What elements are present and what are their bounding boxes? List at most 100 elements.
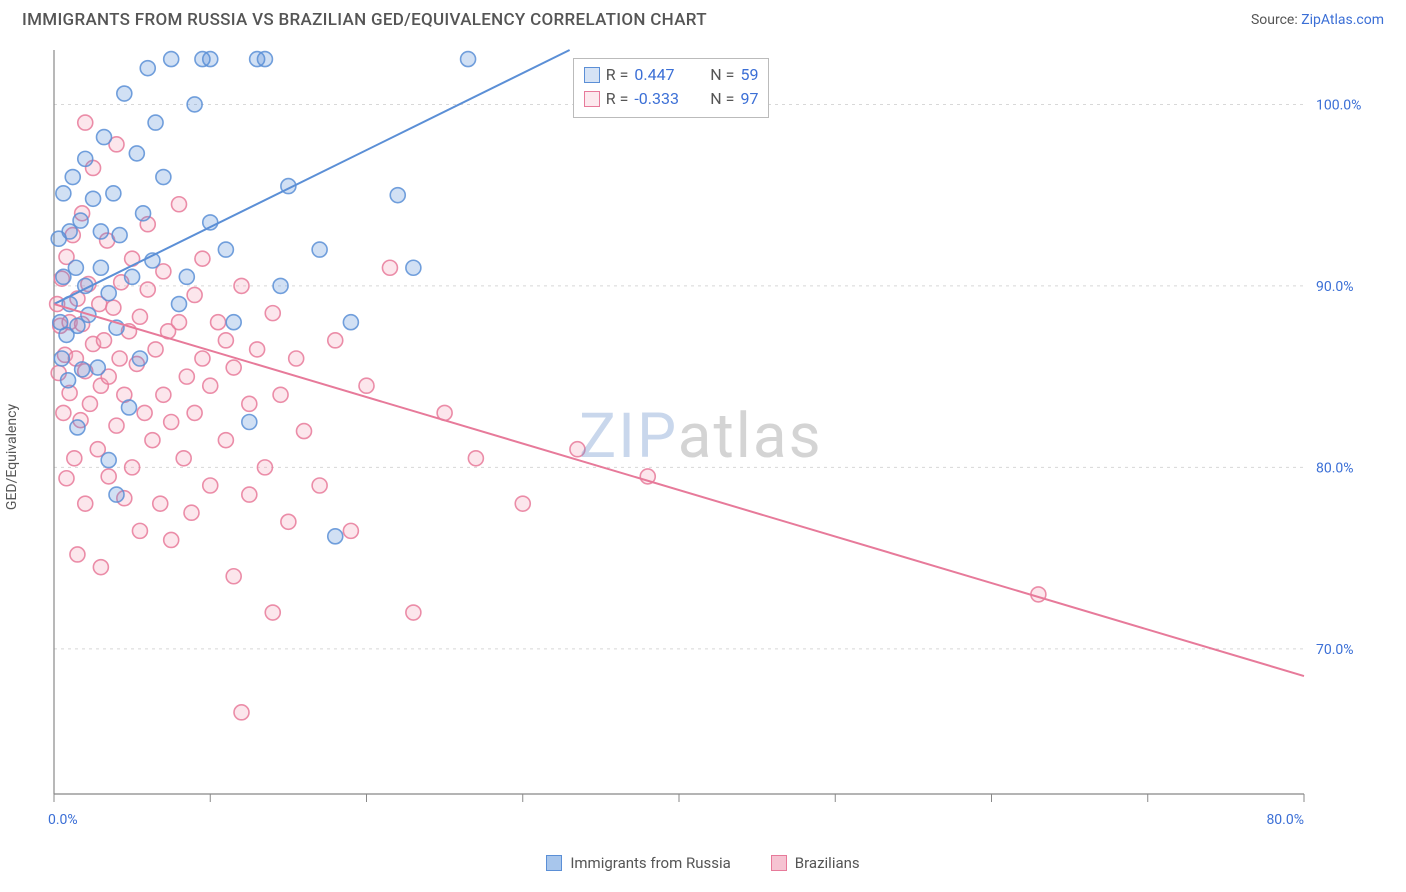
data-point: [242, 415, 257, 430]
data-point: [75, 362, 90, 377]
data-point: [97, 130, 112, 145]
data-point: [112, 228, 127, 243]
svg-text:100.0%: 100.0%: [1316, 97, 1361, 113]
data-point: [59, 471, 74, 486]
data-point: [93, 224, 108, 239]
data-point: [515, 496, 530, 511]
data-point: [257, 52, 272, 67]
stats-row: R = 0.447 N = 59: [584, 63, 759, 87]
data-point: [109, 487, 124, 502]
svg-text:0.0%: 0.0%: [48, 812, 78, 828]
data-point: [406, 260, 421, 275]
data-point: [203, 478, 218, 493]
data-point: [68, 260, 83, 275]
data-point: [70, 420, 85, 435]
stats-row: R = -0.333 N = 97: [584, 87, 759, 111]
data-point: [93, 560, 108, 575]
data-point: [106, 186, 121, 201]
data-point: [82, 396, 97, 411]
data-point: [218, 242, 233, 257]
data-point: [195, 251, 210, 266]
data-point: [297, 424, 312, 439]
data-point: [140, 282, 155, 297]
data-point: [86, 191, 101, 206]
data-point: [132, 309, 147, 324]
legend-label: Immigrants from Russia: [570, 854, 730, 872]
data-point: [265, 306, 280, 321]
data-point: [461, 52, 476, 67]
data-point: [195, 351, 210, 366]
data-point: [250, 342, 265, 357]
data-point: [226, 315, 241, 330]
data-point: [132, 351, 147, 366]
data-point: [125, 269, 140, 284]
data-point: [172, 297, 187, 312]
data-point: [343, 315, 358, 330]
data-point: [67, 451, 82, 466]
data-point: [70, 547, 85, 562]
stats-swatch: [584, 91, 600, 107]
scatter-plot: 70.0%80.0%90.0%100.0%0.0%80.0%: [20, 42, 1370, 842]
data-point: [242, 487, 257, 502]
legend-swatch: [546, 855, 562, 871]
stats-r-label: R =: [606, 87, 629, 111]
data-point: [265, 605, 280, 620]
trend-line: [54, 50, 570, 304]
data-point: [390, 188, 405, 203]
data-point: [54, 351, 69, 366]
stats-n-value: 97: [740, 87, 758, 111]
source-attribution: Source: ZipAtlas.com: [1251, 12, 1384, 28]
data-point: [312, 242, 327, 257]
chart-title: IMMIGRANTS FROM RUSSIA VS BRAZILIAN GED/…: [22, 10, 707, 30]
source-prefix: Source:: [1251, 12, 1301, 28]
data-point: [61, 373, 76, 388]
data-point: [187, 287, 202, 302]
data-point: [172, 315, 187, 330]
legend-item: Brazilians: [771, 854, 860, 872]
stats-r-value: -0.333: [634, 87, 696, 111]
data-point: [570, 442, 585, 457]
data-point: [226, 360, 241, 375]
data-point: [1031, 587, 1046, 602]
data-point: [203, 52, 218, 67]
data-point: [312, 478, 327, 493]
data-point: [187, 97, 202, 112]
data-point: [129, 146, 144, 161]
legend: Immigrants from Russia Brazilians: [20, 854, 1386, 872]
data-point: [218, 433, 233, 448]
data-point: [273, 278, 288, 293]
data-point: [328, 529, 343, 544]
data-point: [359, 378, 374, 393]
legend-swatch: [771, 855, 787, 871]
data-point: [156, 170, 171, 185]
data-point: [106, 300, 121, 315]
data-point: [148, 115, 163, 130]
data-point: [148, 342, 163, 357]
data-point: [65, 170, 80, 185]
data-point: [281, 514, 296, 529]
stats-n-value: 59: [740, 63, 758, 87]
stats-swatch: [584, 67, 600, 83]
legend-label: Brazilians: [795, 854, 860, 872]
data-point: [78, 115, 93, 130]
data-point: [218, 333, 233, 348]
data-point: [273, 387, 288, 402]
stats-r-label: R =: [606, 63, 629, 87]
source-link[interactable]: ZipAtlas.com: [1301, 12, 1384, 28]
data-point: [328, 333, 343, 348]
data-point: [176, 451, 191, 466]
data-point: [78, 496, 93, 511]
data-point: [257, 460, 272, 475]
svg-text:80.0%: 80.0%: [1316, 460, 1354, 476]
data-point: [211, 315, 226, 330]
data-point: [101, 469, 116, 484]
data-point: [164, 532, 179, 547]
data-point: [56, 186, 71, 201]
legend-item: Immigrants from Russia: [546, 854, 730, 872]
data-point: [132, 523, 147, 538]
stats-r-value: 0.447: [634, 63, 696, 87]
data-point: [56, 405, 71, 420]
data-point: [203, 378, 218, 393]
data-point: [406, 605, 421, 620]
svg-text:80.0%: 80.0%: [1266, 812, 1304, 828]
